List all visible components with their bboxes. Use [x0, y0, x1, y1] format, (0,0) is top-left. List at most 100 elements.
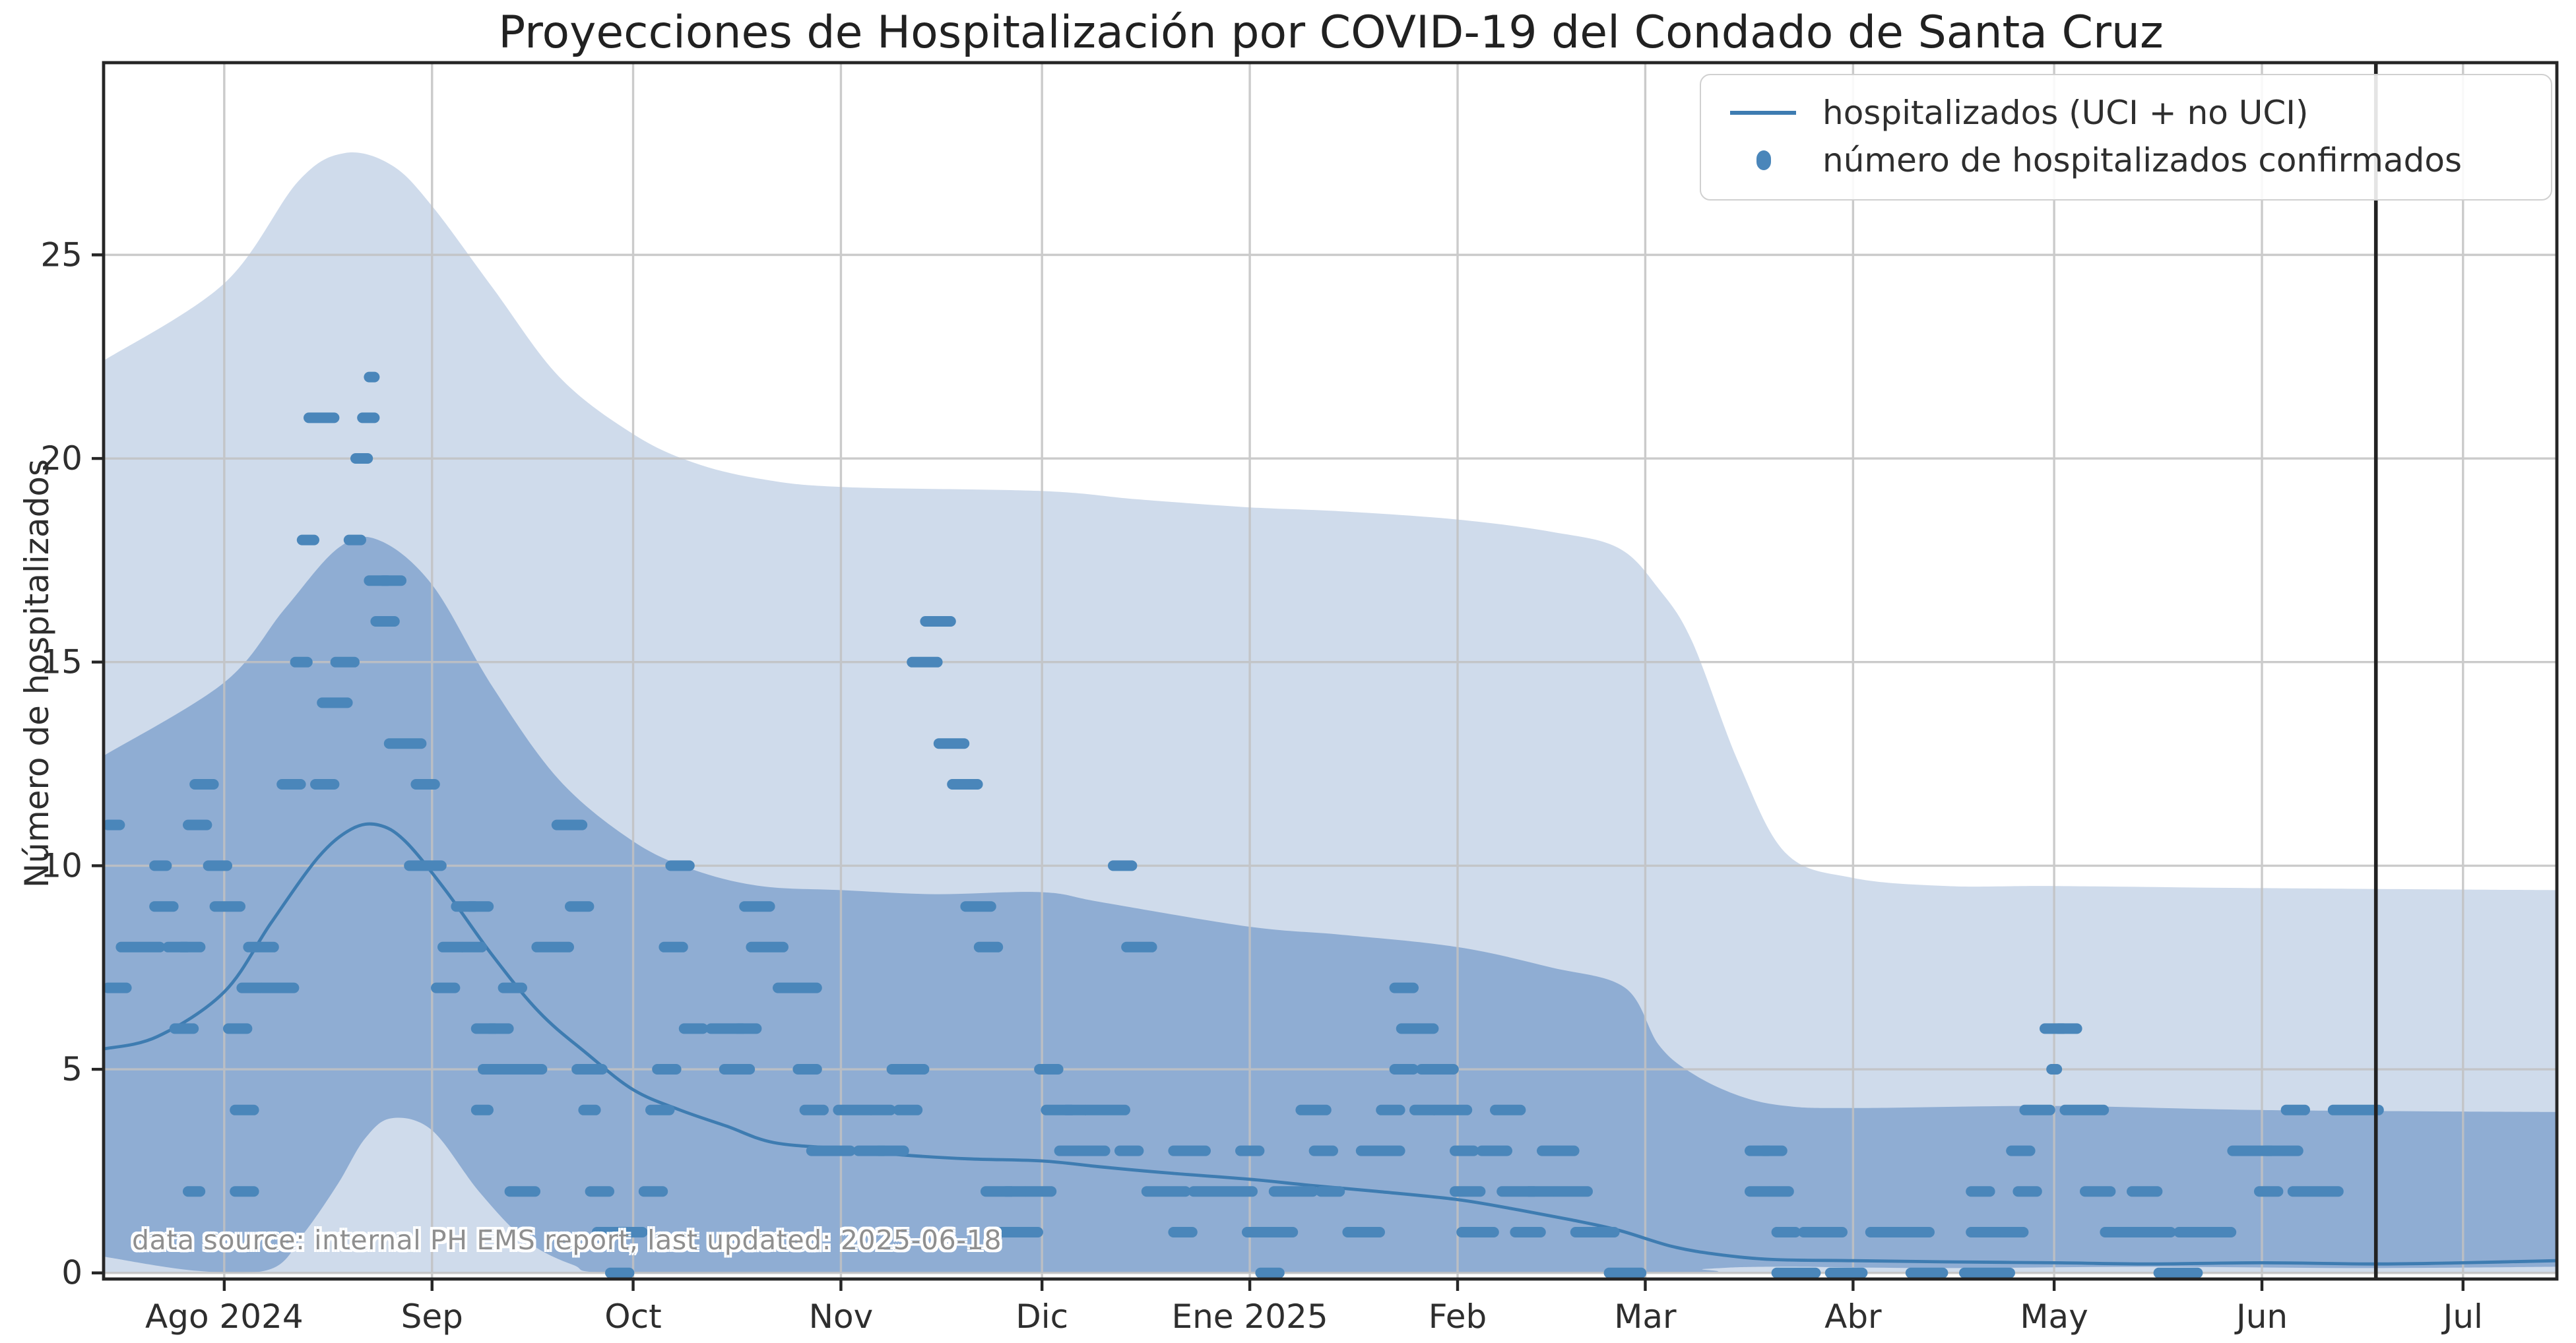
legend-item-median-line: hospitalizados (UCI + no UCI) — [1720, 88, 2532, 136]
scatter-run — [243, 941, 279, 953]
scatter-run — [377, 575, 406, 586]
scatter-run — [1550, 1186, 1593, 1197]
scatter-run — [2261, 1145, 2303, 1156]
scatter-marker-icon — [1756, 150, 1770, 170]
x-tick-label: Abr — [1824, 1297, 1882, 1336]
scatter-run — [1959, 1267, 2015, 1278]
scatter-run — [973, 941, 1004, 953]
x-tick-label: Jun — [2234, 1297, 2288, 1336]
scatter-run — [1603, 1267, 1647, 1278]
scatter-run — [2006, 1145, 2036, 1156]
scatter-run — [504, 1186, 540, 1197]
scatter-run — [947, 779, 983, 790]
x-tick-label: Jul — [2441, 1297, 2483, 1336]
scatter-run — [1824, 1267, 1868, 1278]
scatter-run — [276, 779, 306, 790]
scatter-run — [2100, 1227, 2142, 1237]
scatter-run — [230, 1186, 259, 1197]
scatter-run — [410, 779, 440, 790]
scatter-run — [203, 860, 232, 871]
scatter-run — [2153, 1267, 2203, 1278]
scatter-run — [189, 779, 219, 790]
x-tick-label: Sep — [401, 1297, 463, 1336]
scatter-run — [2287, 1186, 2344, 1197]
scatter-run — [960, 901, 996, 912]
y-tick-label: 15 — [40, 643, 82, 681]
scatter-run — [1255, 1267, 1285, 1278]
scatter-run — [1764, 1186, 1794, 1197]
scatter-run — [1771, 1267, 1821, 1278]
scatter-run — [1020, 1186, 1057, 1197]
scatter-run — [1476, 1145, 1512, 1156]
scatter-run — [2127, 1186, 2163, 1197]
scatter-run — [169, 1023, 199, 1034]
scatter-run — [484, 1023, 514, 1034]
axes-frame: Ago 2024 Sep Oct Nov Dic Ene 2025 Feb Mar Abr May… — [40, 61, 2559, 1336]
scatter-run — [873, 1145, 909, 1156]
scatter-run — [464, 901, 494, 912]
inner-confidence-band-group — [104, 536, 2557, 1274]
scatter-run — [1108, 860, 1138, 871]
scatter-run — [1429, 1104, 1473, 1115]
chart-title: Proyecciones de Hospitalización por COVI… — [498, 7, 2164, 59]
y-tick-label: 20 — [40, 439, 82, 478]
scatter-run — [645, 1104, 675, 1115]
y-tick-label: 5 — [61, 1050, 82, 1088]
scatter-run — [1771, 1227, 1801, 1237]
scatter-run — [1758, 1145, 1787, 1156]
scatter-run — [652, 1064, 682, 1075]
x-tick-label: Nov — [809, 1297, 874, 1336]
scatter-run — [732, 1023, 762, 1034]
scatter-run — [565, 901, 595, 912]
scatter-run — [1396, 1023, 1439, 1034]
scatter-run — [1007, 1227, 1043, 1237]
scatter-run — [256, 982, 300, 993]
scatter-run — [746, 941, 789, 953]
scatter-run — [638, 1186, 668, 1197]
scatter-run — [1966, 1186, 1995, 1197]
legend-line-swatch — [1720, 110, 1807, 114]
scatter-run — [933, 738, 970, 749]
scatter-run — [1450, 1145, 1479, 1156]
scatter-run — [612, 1227, 648, 1237]
scatter-run — [719, 1064, 756, 1075]
scatter-run — [183, 819, 212, 830]
scatter-run — [799, 1104, 829, 1115]
scatter-run — [330, 656, 360, 668]
scatter-run — [304, 412, 340, 423]
scatter-run — [665, 860, 695, 871]
data-source-annotation: data source: internal PH EMS report, las… — [132, 1224, 1002, 1256]
scatter-run — [149, 860, 172, 871]
x-tick-label: Oct — [604, 1297, 661, 1336]
scatter-run — [1235, 1145, 1265, 1156]
scatter-run — [1074, 1145, 1111, 1156]
scatter-run — [1268, 1186, 1318, 1197]
scatter-run — [833, 1104, 876, 1115]
scatter-run — [383, 738, 427, 749]
legend-label: hospitalizados (UCI + no UCI) — [1822, 93, 2309, 131]
legend-item-confirmed-scatter: número de hospitalizados confirmados — [1720, 136, 2532, 183]
scatter-run — [1537, 1145, 1580, 1156]
scatter-run — [1315, 1186, 1345, 1197]
scatter-run — [357, 412, 380, 423]
scatter-run — [531, 941, 574, 953]
scatter-run — [2327, 1104, 2384, 1115]
scatter-run — [2133, 1227, 2176, 1237]
scatter-run — [364, 371, 380, 383]
scatter-run — [2019, 1104, 2055, 1115]
scatter-run — [1389, 1064, 1419, 1075]
scatter-run — [518, 1064, 548, 1075]
scatter-run — [2046, 1064, 2063, 1075]
scatter-run — [296, 534, 319, 546]
scatter-run — [1456, 1227, 1499, 1237]
scatter-run — [605, 1267, 635, 1278]
scatter-run — [2280, 1104, 2310, 1115]
y-tick-label: 0 — [61, 1254, 82, 1292]
scatter-run — [2053, 1023, 2082, 1034]
scatter-run — [1308, 1145, 1338, 1156]
scatter-run — [230, 1104, 259, 1115]
scatter-run — [2059, 1104, 2109, 1115]
scatter-run — [866, 1104, 896, 1115]
